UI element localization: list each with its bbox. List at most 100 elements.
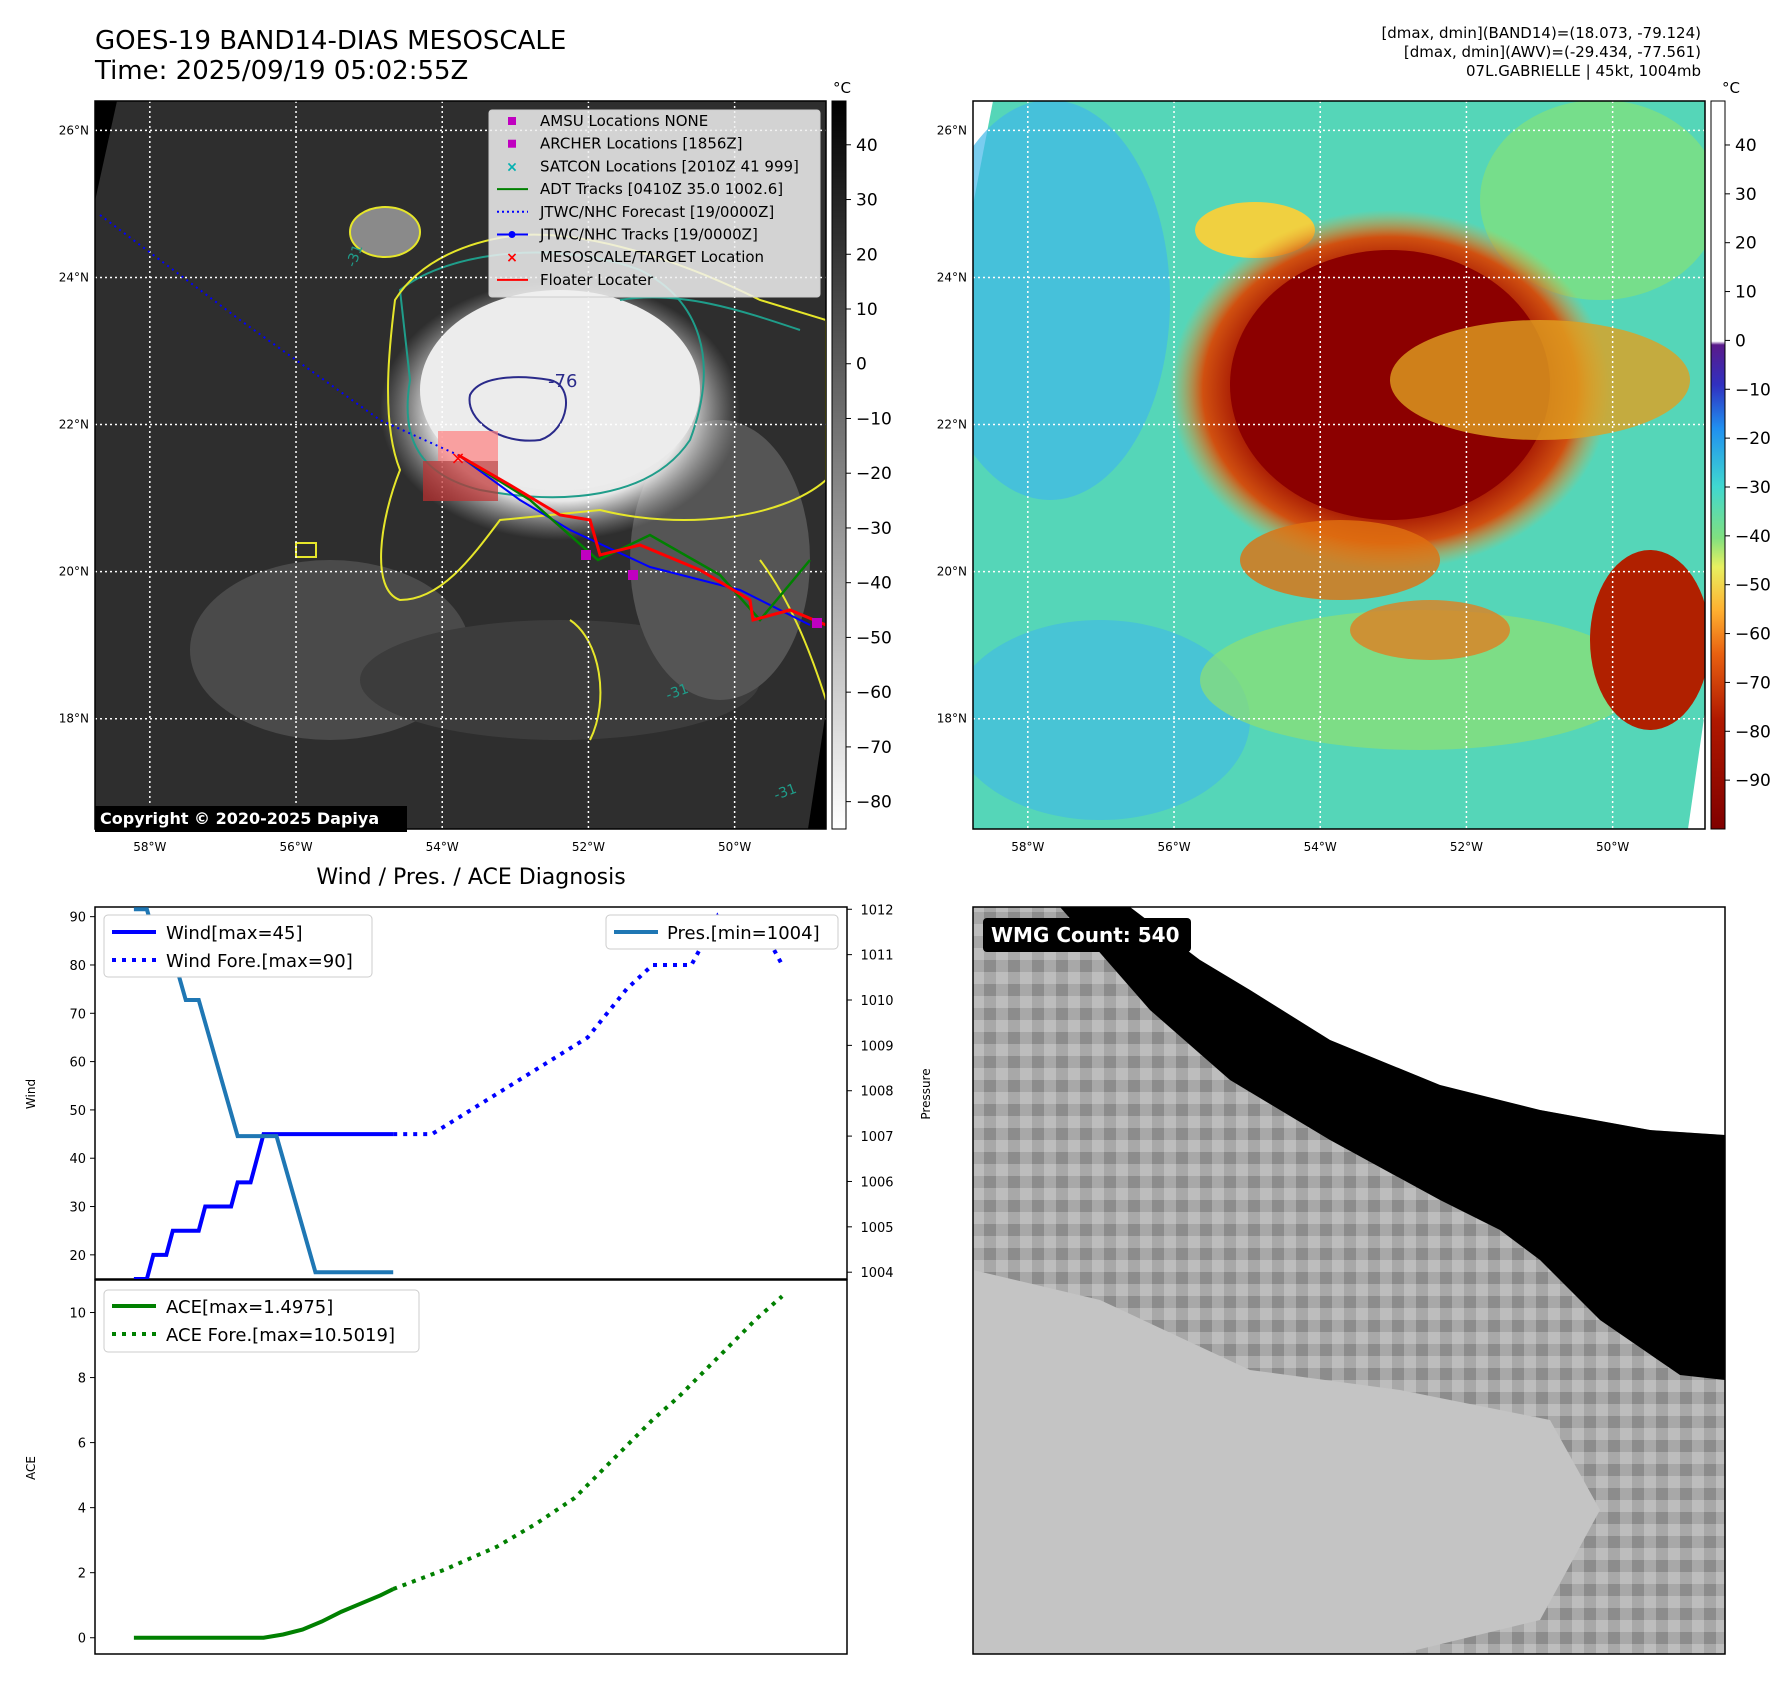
wind-forecast-series-line	[393, 912, 784, 1137]
lat-tick-label: 20°N	[59, 565, 89, 579]
colorbar-tick-label: −30	[856, 519, 892, 539]
lat-tick-label: 18°N	[59, 712, 89, 726]
legend-entry: Floater Locater	[497, 271, 654, 289]
colorbar-tick-label: 30	[1735, 185, 1757, 205]
colorbar-tick-label: 20	[856, 245, 878, 265]
legend-entry: ARCHER Locations [1856Z]	[508, 135, 743, 153]
awv-map-axis-labels: 26°N 24°N 22°N 20°N 18°N 58°W 56°W 54°W 52°W 50°W	[937, 123, 1630, 854]
wind-axis-label: Wind	[24, 1079, 38, 1109]
lat-tick-label: 22°N	[937, 418, 967, 432]
wind-ytick-label: 70	[69, 1007, 86, 1022]
jtwc-track	[457, 454, 811, 626]
legend-entry: JTWC/NHC Forecast [19/0000Z]	[497, 203, 774, 221]
colorbar-tick-label: −50	[1735, 576, 1771, 596]
lon-tick-label: 50°W	[1596, 840, 1629, 854]
ace-ytick-label: 0	[78, 1632, 86, 1647]
legend-entry: JTWC/NHC Tracks [19/0000Z]	[497, 226, 758, 244]
wind-legend: Wind[max=45] Wind Fore.[max=90]	[103, 914, 373, 978]
diagnosis-title: Wind / Pres. / ACE Diagnosis	[316, 865, 625, 890]
lon-tick-label: 54°W	[1304, 840, 1337, 854]
awv-map-panel: 26°N 24°N 22°N 20°N 18°N 58°W 56°W 54°W 52°W 50°W…	[937, 79, 1771, 854]
lon-tick-label: 50°W	[718, 840, 751, 854]
copyright-text: Copyright © 2020-2025 Dapiya	[100, 809, 379, 828]
legend-marker	[508, 117, 516, 125]
colorbar-tick-label: 20	[1735, 234, 1757, 254]
legend-label: ARCHER Locations [1856Z]	[540, 135, 743, 153]
legend-entry: × MESOSCALE/TARGET Location	[506, 248, 764, 266]
lon-tick-label: 56°W	[1157, 840, 1190, 854]
legend-label: ADT Tracks [0410Z 35.0 1002.6]	[540, 180, 783, 198]
ace-ytick-label: 6	[78, 1437, 86, 1452]
legend-marker-dot	[508, 231, 516, 238]
wind-ytick-label: 50	[69, 1104, 86, 1119]
ace-ytick-label: 10	[69, 1307, 86, 1322]
lon-tick-label: 52°W	[1450, 840, 1483, 854]
pressure-ytick-label: 1012	[860, 903, 893, 918]
legend-entry: × SATCON Locations [2010Z 41 999]	[506, 157, 799, 175]
pressure-ytick-label: 1007	[860, 1130, 893, 1145]
pressure-ytick-label: 1006	[860, 1175, 893, 1190]
ace-ytick-label: 8	[78, 1372, 86, 1387]
ace-series-line	[133, 1587, 395, 1640]
colorbar-tick-label: 40	[856, 136, 878, 156]
legend-label: AMSU Locations NONE	[540, 112, 708, 130]
colorbar-tick-label: −70	[856, 738, 892, 758]
colorbar-tick-label: −20	[1735, 429, 1771, 449]
colorbar-tick-label: −80	[856, 793, 892, 813]
lat-tick-label: 20°N	[937, 565, 967, 579]
pressure-legend: Pres.[min=1004]	[605, 914, 839, 950]
colorbar-tick-label: −60	[1735, 625, 1771, 645]
colorbar-tick-label: −10	[1735, 380, 1771, 400]
colorbar-tick-label: 10	[856, 300, 878, 320]
pressure-axis-label: Pressure	[919, 1068, 933, 1119]
contour-label: -31	[344, 242, 367, 269]
wind-ytick-label: 90	[69, 911, 86, 926]
ace-axis-label: ACE	[24, 1456, 38, 1480]
colorbar-tick-label: −10	[856, 409, 892, 429]
figure-time: Time: 2025/09/19 05:02:55Z	[95, 56, 469, 86]
colorbar-tick-label: −80	[1735, 722, 1771, 742]
ace-ytick-label: 4	[78, 1502, 86, 1517]
floater-locator-track	[457, 453, 826, 627]
ir-map-panel: × -76 -31 -31 -31 AMSU Locations NONE ARC…	[59, 79, 892, 854]
contour-label: -31	[772, 781, 799, 804]
lon-tick-label: 54°W	[426, 840, 459, 854]
lat-tick-label: 24°N	[937, 270, 967, 284]
contour-label: -31	[664, 681, 691, 704]
pressure-ytick-label: 1008	[860, 1085, 893, 1100]
awv-range: [dmax, dmin](AWV)=(-29.434, -77.561)	[1403, 43, 1701, 61]
ace-legend: ACE[max=1.4975] ACE Fore.[max=10.5019]	[103, 1289, 420, 1353]
lat-tick-label: 18°N	[937, 712, 967, 726]
legend-entry: AMSU Locations NONE	[508, 112, 708, 130]
pressure-ytick-label: 1011	[860, 949, 893, 964]
legend-label: JTWC/NHC Tracks [19/0000Z]	[539, 226, 758, 244]
colorbar-tick-label: −30	[1735, 478, 1771, 498]
colorbar-tick-label: −90	[1735, 771, 1771, 791]
ace-forecast-series-line	[392, 1294, 784, 1591]
pressure-ytick-label: 1010	[860, 994, 893, 1009]
ir-map-axis-labels: 26°N 24°N 22°N 20°N 18°N 58°W 56°W 54°W 52°W 50°W	[59, 123, 752, 854]
pressure-legend-label: Pres.[min=1004]	[667, 923, 820, 944]
figure-title: GOES-19 BAND14-DIAS MESOSCALE	[95, 26, 567, 56]
wind-forecast-legend-label: Wind Fore.[max=90]	[166, 951, 353, 972]
legend-label: Floater Locater	[540, 271, 654, 289]
copyright-badge: Copyright © 2020-2025 Dapiya	[95, 806, 407, 832]
lat-tick-label: 22°N	[59, 418, 89, 432]
legend-entry: ADT Tracks [0410Z 35.0 1002.6]	[497, 180, 783, 198]
ace-legend-label: ACE[max=1.4975]	[166, 1297, 333, 1318]
svg-text:×: ×	[450, 448, 465, 469]
legend-marker: ×	[506, 250, 518, 266]
colorbar-tick-label: −70	[1735, 673, 1771, 693]
lon-tick-label: 56°W	[279, 840, 312, 854]
colorbar-tick-label: 0	[856, 355, 867, 375]
wind-legend-label: Wind[max=45]	[166, 923, 303, 944]
wmg-panel: WMG Count: 540	[972, 906, 1726, 1655]
gray-colorbar-unit: °C	[833, 79, 851, 97]
wind-ytick-label: 80	[69, 959, 86, 974]
lon-tick-label: 58°W	[1011, 840, 1044, 854]
color-colorbar: °C 40 30 20 10 0 −10 −20 −30 −40 −50 −60 −70 −80 −90	[1710, 79, 1771, 830]
colorbar-tick-label: −50	[856, 628, 892, 648]
map-legend: AMSU Locations NONE ARCHER Locations [185…	[488, 109, 821, 298]
awv-map-gridlines	[973, 101, 1704, 829]
